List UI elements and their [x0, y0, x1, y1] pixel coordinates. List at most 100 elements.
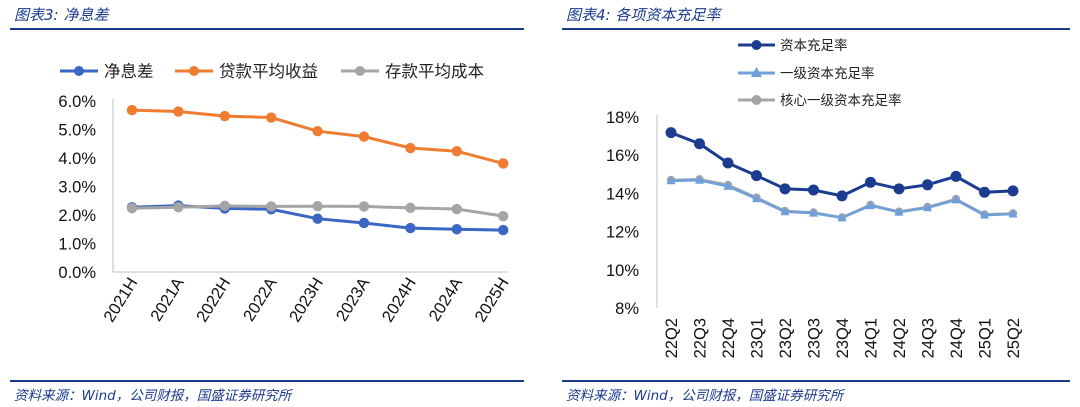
- left-ytick-label: 2.0%: [58, 207, 96, 225]
- left-data-point: [451, 203, 462, 215]
- left-data-point: [498, 210, 509, 222]
- left-data-point: [126, 202, 138, 214]
- right-xtick-label: 25Q2: [1005, 318, 1023, 358]
- left-chart-title: 图表3: 净息差: [14, 6, 109, 24]
- left-data-point: [266, 112, 277, 123]
- right-data-point: [922, 179, 933, 191]
- right-xtick-label: 22Q3: [692, 318, 710, 358]
- right-data-point: [665, 127, 677, 139]
- right-legend-label-1: 一级资本充足率: [780, 65, 875, 81]
- left-source-rule: [10, 380, 524, 382]
- right-title-rule: [562, 28, 1070, 30]
- right-legend-marker-0: [751, 40, 762, 50]
- right-data-point: [723, 181, 733, 190]
- right-data-point: [1008, 209, 1018, 218]
- left-data-point: [312, 126, 323, 137]
- right-ytick-label: 14%: [606, 185, 639, 203]
- left-xtick-label: 2022A: [240, 275, 281, 325]
- legend-marker-1: [189, 66, 199, 76]
- right-data-point: [694, 138, 705, 150]
- right-data-point: [780, 206, 790, 216]
- left-data-point: [451, 145, 462, 157]
- right-chart-title: 图表4: 各项资本充足率: [566, 6, 721, 24]
- right-data-point: [866, 200, 875, 210]
- legend-label-1: 贷款平均收益: [219, 62, 318, 81]
- right-data-point: [980, 210, 989, 219]
- left-xtick-label: 2023A: [333, 275, 374, 325]
- right-source-rule: [562, 380, 1070, 382]
- right-legend-marker-1: [751, 67, 762, 77]
- left-xtick-label: 2023H: [286, 275, 327, 326]
- left-data-point: [498, 158, 509, 169]
- left-data-point: [405, 222, 416, 234]
- left-data-point: [312, 200, 323, 212]
- left-data-point: [358, 131, 370, 142]
- right-xtick-label: 22Q2: [663, 318, 681, 358]
- right-data-point: [865, 176, 876, 188]
- left-ytick-label: 1.0%: [58, 236, 96, 254]
- left-data-point: [126, 104, 138, 116]
- right-data-point: [837, 212, 847, 222]
- right-data-point: [809, 208, 818, 217]
- left-data-point: [498, 224, 509, 236]
- right-data-point: [722, 157, 734, 169]
- right-data-point: [950, 170, 962, 182]
- right-data-point: [951, 194, 961, 204]
- left-data-point: [405, 142, 416, 154]
- right-ytick-label: 10%: [606, 262, 639, 280]
- legend-label-2: 存款平均成本: [385, 62, 484, 81]
- legend-label-0: 净息差: [104, 62, 154, 81]
- left-data-point: [312, 213, 323, 224]
- right-xtick-label: 24Q2: [891, 318, 909, 358]
- right-xtick-label: 23Q2: [777, 318, 795, 358]
- left-data-point: [219, 110, 230, 122]
- left-ytick-label: 4.0%: [58, 150, 96, 168]
- right-legend-label-0: 资本充足率: [780, 37, 848, 53]
- legend-marker-2: [355, 66, 365, 76]
- left-data-point: [173, 106, 184, 117]
- right-xtick-label: 24Q4: [948, 318, 966, 358]
- left-data-point: [173, 202, 184, 213]
- left-ytick-label: 5.0%: [58, 122, 96, 140]
- left-xtick-label: 2025H: [472, 275, 513, 326]
- right-xtick-label: 23Q3: [806, 318, 824, 358]
- left-series-line-1: [131, 108, 504, 165]
- left-data-point: [358, 201, 370, 212]
- left-ytick-label: 3.0%: [58, 179, 96, 197]
- left-xtick-label: 2022H: [193, 275, 234, 326]
- right-xtick-label: 22Q4: [720, 318, 738, 358]
- left-ytick-label: 0.0%: [58, 264, 96, 282]
- right-series-line-0: [670, 131, 1014, 198]
- left-data-point: [219, 200, 230, 212]
- right-data-point: [666, 175, 676, 185]
- left-source-note: 资料来源：Wind，公司财报，国盛证券研究所: [14, 388, 292, 404]
- right-xtick-label: 23Q4: [834, 318, 852, 358]
- right-data-point: [751, 170, 762, 182]
- right-data-point: [1007, 185, 1019, 197]
- right-data-point: [893, 183, 905, 195]
- right-source-note: 资料来源：Wind，公司财报，国盛证券研究所: [566, 388, 844, 404]
- left-xtick-label: 2024A: [426, 275, 467, 325]
- right-xtick-label: 24Q3: [920, 318, 938, 358]
- right-xtick-label: 23Q1: [749, 318, 767, 358]
- right-data-point: [752, 193, 761, 203]
- left-data-point: [358, 217, 370, 229]
- right-data-point: [979, 186, 990, 198]
- left-xtick-label: 2021A: [147, 275, 188, 325]
- right-data-point: [808, 184, 819, 196]
- left-xtick-label: 2021H: [100, 275, 141, 326]
- right-data-point: [894, 207, 904, 216]
- right-xtick-label: 25Q1: [977, 318, 995, 358]
- left-data-point: [451, 224, 462, 235]
- left-data-point: [266, 201, 277, 212]
- right-ytick-label: 12%: [606, 224, 639, 242]
- right-data-point: [836, 190, 848, 202]
- right-ytick-label: 16%: [606, 147, 639, 165]
- left-data-point: [405, 202, 416, 214]
- right-xtick-label: 24Q1: [863, 318, 881, 358]
- right-ytick-label: 18%: [606, 109, 639, 127]
- left-xtick-label: 2024H: [379, 275, 420, 326]
- right-legend-label-2: 核心一级资本充足率: [780, 92, 902, 108]
- right-legend-marker-2: [751, 95, 762, 105]
